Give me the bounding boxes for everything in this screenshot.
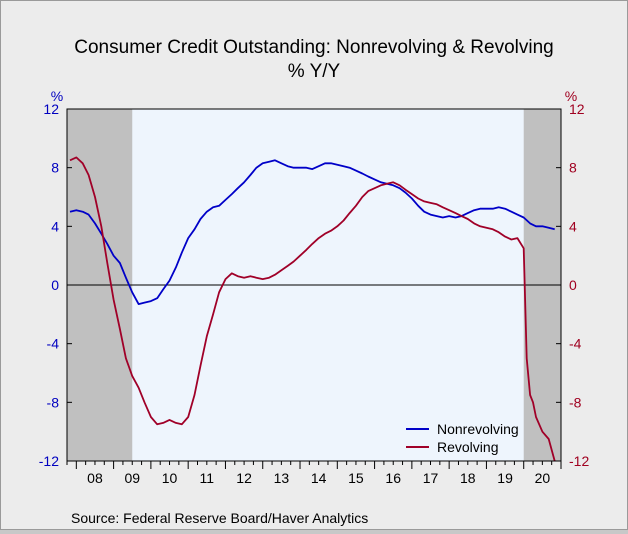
plot-area <box>66 108 562 469</box>
right-tick-label: -12 <box>569 453 589 469</box>
left-tick-label: 12 <box>43 101 59 117</box>
right-tick-label: 8 <box>569 160 577 176</box>
chart-subtitle: % Y/Y <box>288 61 341 82</box>
right-tick-label: -4 <box>569 336 582 352</box>
right-tick-label: 0 <box>569 277 577 293</box>
left-tick-label: 8 <box>51 160 59 176</box>
x-tick-label: 09 <box>124 470 140 486</box>
x-tick-label: 18 <box>460 470 476 486</box>
x-tick-label: 14 <box>311 470 327 486</box>
legend: Nonrevolving Revolving <box>406 421 519 455</box>
right-tick-label: 12 <box>569 101 585 117</box>
x-tick-label: 17 <box>423 470 439 486</box>
x-tick-label: 16 <box>385 470 401 486</box>
series-line-revolving <box>69 156 556 462</box>
legend-label: Nonrevolving <box>437 421 519 437</box>
x-tick-label: 15 <box>348 470 364 486</box>
left-tick-label: 4 <box>51 218 59 234</box>
x-tick-label: 10 <box>162 470 178 486</box>
plot-border <box>66 108 562 462</box>
right-tick-label: -8 <box>569 394 582 410</box>
x-tick-label: 11 <box>200 470 215 486</box>
legend-label: Revolving <box>437 439 498 455</box>
x-tick-label: 12 <box>236 470 252 486</box>
series-line-nonrevolving <box>69 159 555 305</box>
left-tick-label: -12 <box>39 453 59 469</box>
left-tick-label: -8 <box>47 394 60 410</box>
x-tick-label: 13 <box>274 470 290 486</box>
x-tick-label: 20 <box>535 470 551 486</box>
left-axis-unit: % <box>51 88 63 104</box>
right-axis-unit: % <box>565 88 577 104</box>
x-tick-label: 19 <box>497 470 513 486</box>
left-tick-label: 0 <box>51 277 59 293</box>
source-note: Source: Federal Reserve Board/Haver Anal… <box>71 510 368 526</box>
right-tick-label: 4 <box>569 218 577 234</box>
x-tick-label: 08 <box>87 470 103 486</box>
left-tick-label: -4 <box>47 336 60 352</box>
chart-title: Consumer Credit Outstanding: Nonrevolvin… <box>74 37 553 58</box>
